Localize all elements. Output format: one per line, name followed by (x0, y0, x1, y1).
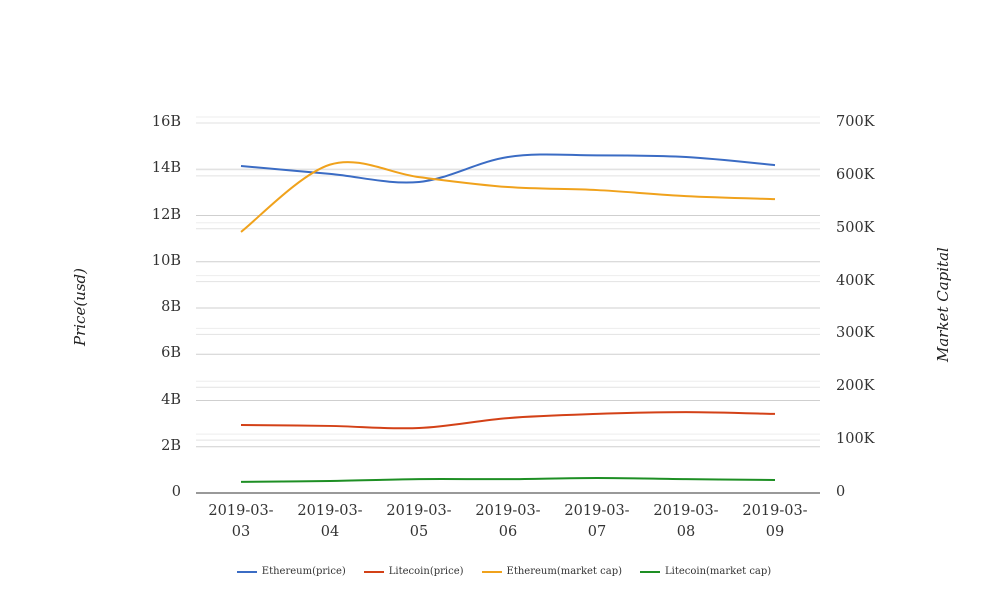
y-tick-label: 8B (161, 299, 181, 315)
y-tick-label: 12B (151, 206, 181, 223)
y-tick-label: 4B (161, 391, 181, 408)
series-line-ethereum-price- (240, 153, 776, 184)
series-line-litecoin-price- (240, 411, 776, 430)
y-tick-label: 2B (161, 437, 181, 454)
x-tick-label: 2019-03- 03 (208, 503, 274, 540)
y2-tick-label: 600K (836, 166, 875, 183)
y2-axis-title: Market Capital (934, 247, 952, 362)
legend-item[interactable]: Ethereum(market cap) (481, 566, 622, 577)
legend-swatch (481, 570, 502, 573)
series-line-litecoin-market-cap- (240, 476, 776, 483)
legend-item[interactable]: Ethereum(price) (236, 566, 346, 577)
y-tick-label: 10B (151, 252, 181, 269)
y-tick-label: 0 (171, 484, 181, 500)
legend-label: Ethereum(price) (261, 566, 346, 577)
legend-swatch (363, 570, 384, 573)
series-line-ethereum-market-cap- (240, 161, 776, 233)
y-tick-label: 16B (151, 114, 181, 130)
legend-swatch (236, 570, 257, 573)
y2-tick-label: 0 (836, 484, 846, 500)
y2-tick-label: 200K (836, 378, 875, 395)
legend-item[interactable]: Litecoin(market cap) (640, 566, 771, 577)
y-tick-label: 6B (161, 345, 181, 362)
legend-swatch (640, 570, 660, 573)
y2-tick-label: 100K (836, 431, 875, 448)
y2-tick-label: 700K (836, 114, 875, 130)
x-tick-label: 2019-03- 08 (653, 503, 719, 540)
legend: Ethereum(price) Litecoin(price) Ethereum(m… (0, 566, 1008, 577)
legend-label: Litecoin(price) (388, 566, 464, 577)
y2-tick-label: 400K (836, 272, 875, 289)
legend-label: Ethereum(market cap) (506, 566, 622, 577)
x-tick-label: 2019-03- 09 (742, 503, 808, 540)
y2-tick-label: 500K (836, 219, 875, 236)
y-tick-label: 14B (151, 160, 181, 177)
x-tick-label: 2019-03- 05 (386, 503, 452, 540)
legend-item[interactable]: Litecoin(price) (363, 566, 464, 577)
legend-label: Litecoin(market cap) (665, 566, 772, 577)
x-tick-label: 2019-03- 04 (297, 503, 363, 540)
y2-tick-label: 300K (836, 325, 875, 342)
x-tick-label: 2019-03- 06 (475, 503, 541, 540)
x-tick-label: 2019-03- 07 (564, 503, 630, 540)
y-axis-title: Price(usd) (71, 268, 89, 347)
